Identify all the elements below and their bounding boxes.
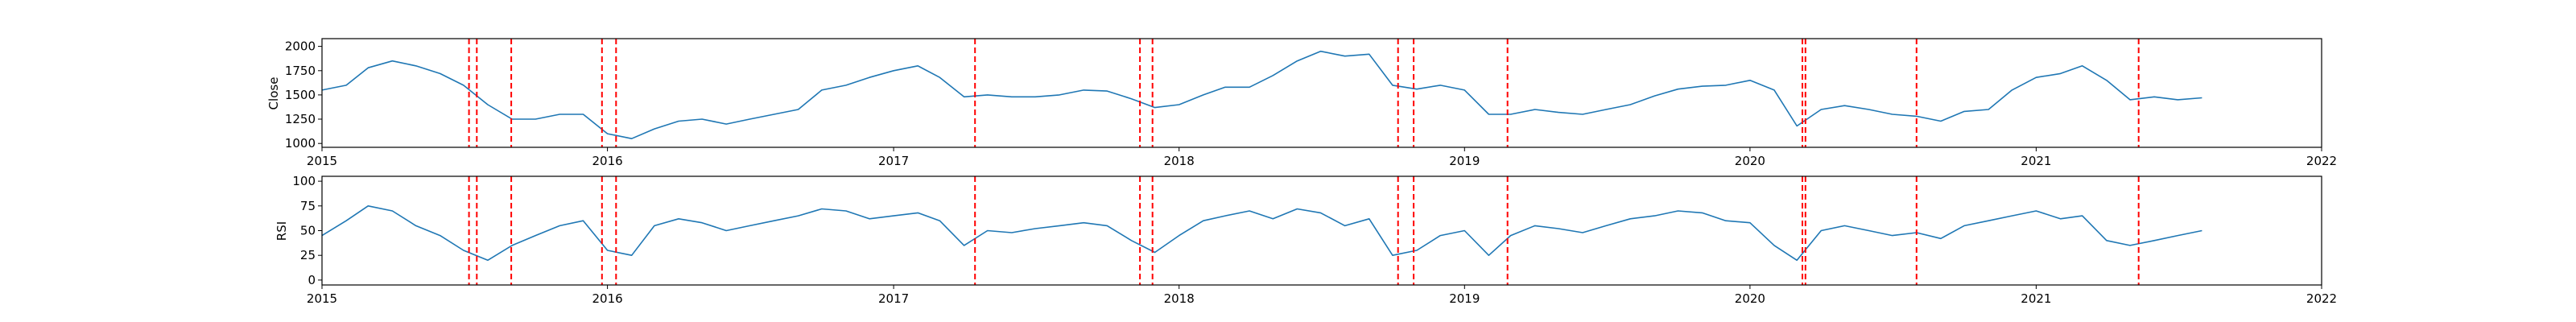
close-series-line-0 bbox=[321, 50, 2202, 139]
rsi-ytick-label-3: 75 bbox=[300, 199, 316, 213]
rsi-series-line-0 bbox=[321, 205, 2202, 262]
rsi-ytick-label-0: 0 bbox=[308, 273, 316, 287]
rsi-panel: RSI 2015 2016 2017 2018 2019 2020 2021 2022 0 25 5… bbox=[275, 174, 2337, 306]
rsi-xtick-label-5: 2020 bbox=[1735, 291, 1765, 306]
close-price-panel: Close 2015 2016 2017 2018 2019 2020 2021 2022 10… bbox=[266, 38, 2337, 168]
close-ylabel: Close bbox=[266, 77, 281, 110]
rsi-ytick-label-4: 100 bbox=[292, 174, 316, 188]
close-ytick-label-4: 2000 bbox=[285, 39, 316, 54]
close-xtick-label-2: 2017 bbox=[878, 154, 909, 168]
close-ytick-label-0: 1000 bbox=[285, 136, 316, 151]
rsi-ytick-label-2: 50 bbox=[300, 224, 316, 238]
close-xtick-label-0: 2015 bbox=[307, 154, 337, 168]
close-xtick-label-6: 2021 bbox=[2021, 154, 2051, 168]
close-ytick-label-2: 1500 bbox=[285, 88, 316, 102]
close-xtick-label-7: 2022 bbox=[2306, 154, 2337, 168]
rsi-xtick-label-2: 2017 bbox=[878, 291, 909, 306]
close-axes-frame bbox=[321, 38, 2322, 148]
rsi-xtick-label-0: 2015 bbox=[307, 291, 337, 306]
rsi-ytick-label-1: 25 bbox=[300, 248, 316, 262]
rsi-xtick-label-1: 2016 bbox=[592, 291, 623, 306]
close-xtick-label-4: 2019 bbox=[1449, 154, 1480, 168]
rsi-ylabel: RSI bbox=[275, 221, 289, 241]
close-xtick-label-3: 2018 bbox=[1164, 154, 1195, 168]
close-xtick-label-1: 2016 bbox=[592, 154, 623, 168]
rsi-xtick-label-3: 2018 bbox=[1164, 291, 1195, 306]
rsi-xtick-label-7: 2022 bbox=[2306, 291, 2337, 306]
close-ytick-label-1: 1250 bbox=[285, 112, 316, 126]
rsi-xtick-label-4: 2019 bbox=[1449, 291, 1480, 306]
close-ytick-label-3: 1750 bbox=[285, 64, 316, 78]
close-xtick-label-5: 2020 bbox=[1735, 154, 1765, 168]
rsi-xtick-label-6: 2021 bbox=[2021, 291, 2051, 306]
